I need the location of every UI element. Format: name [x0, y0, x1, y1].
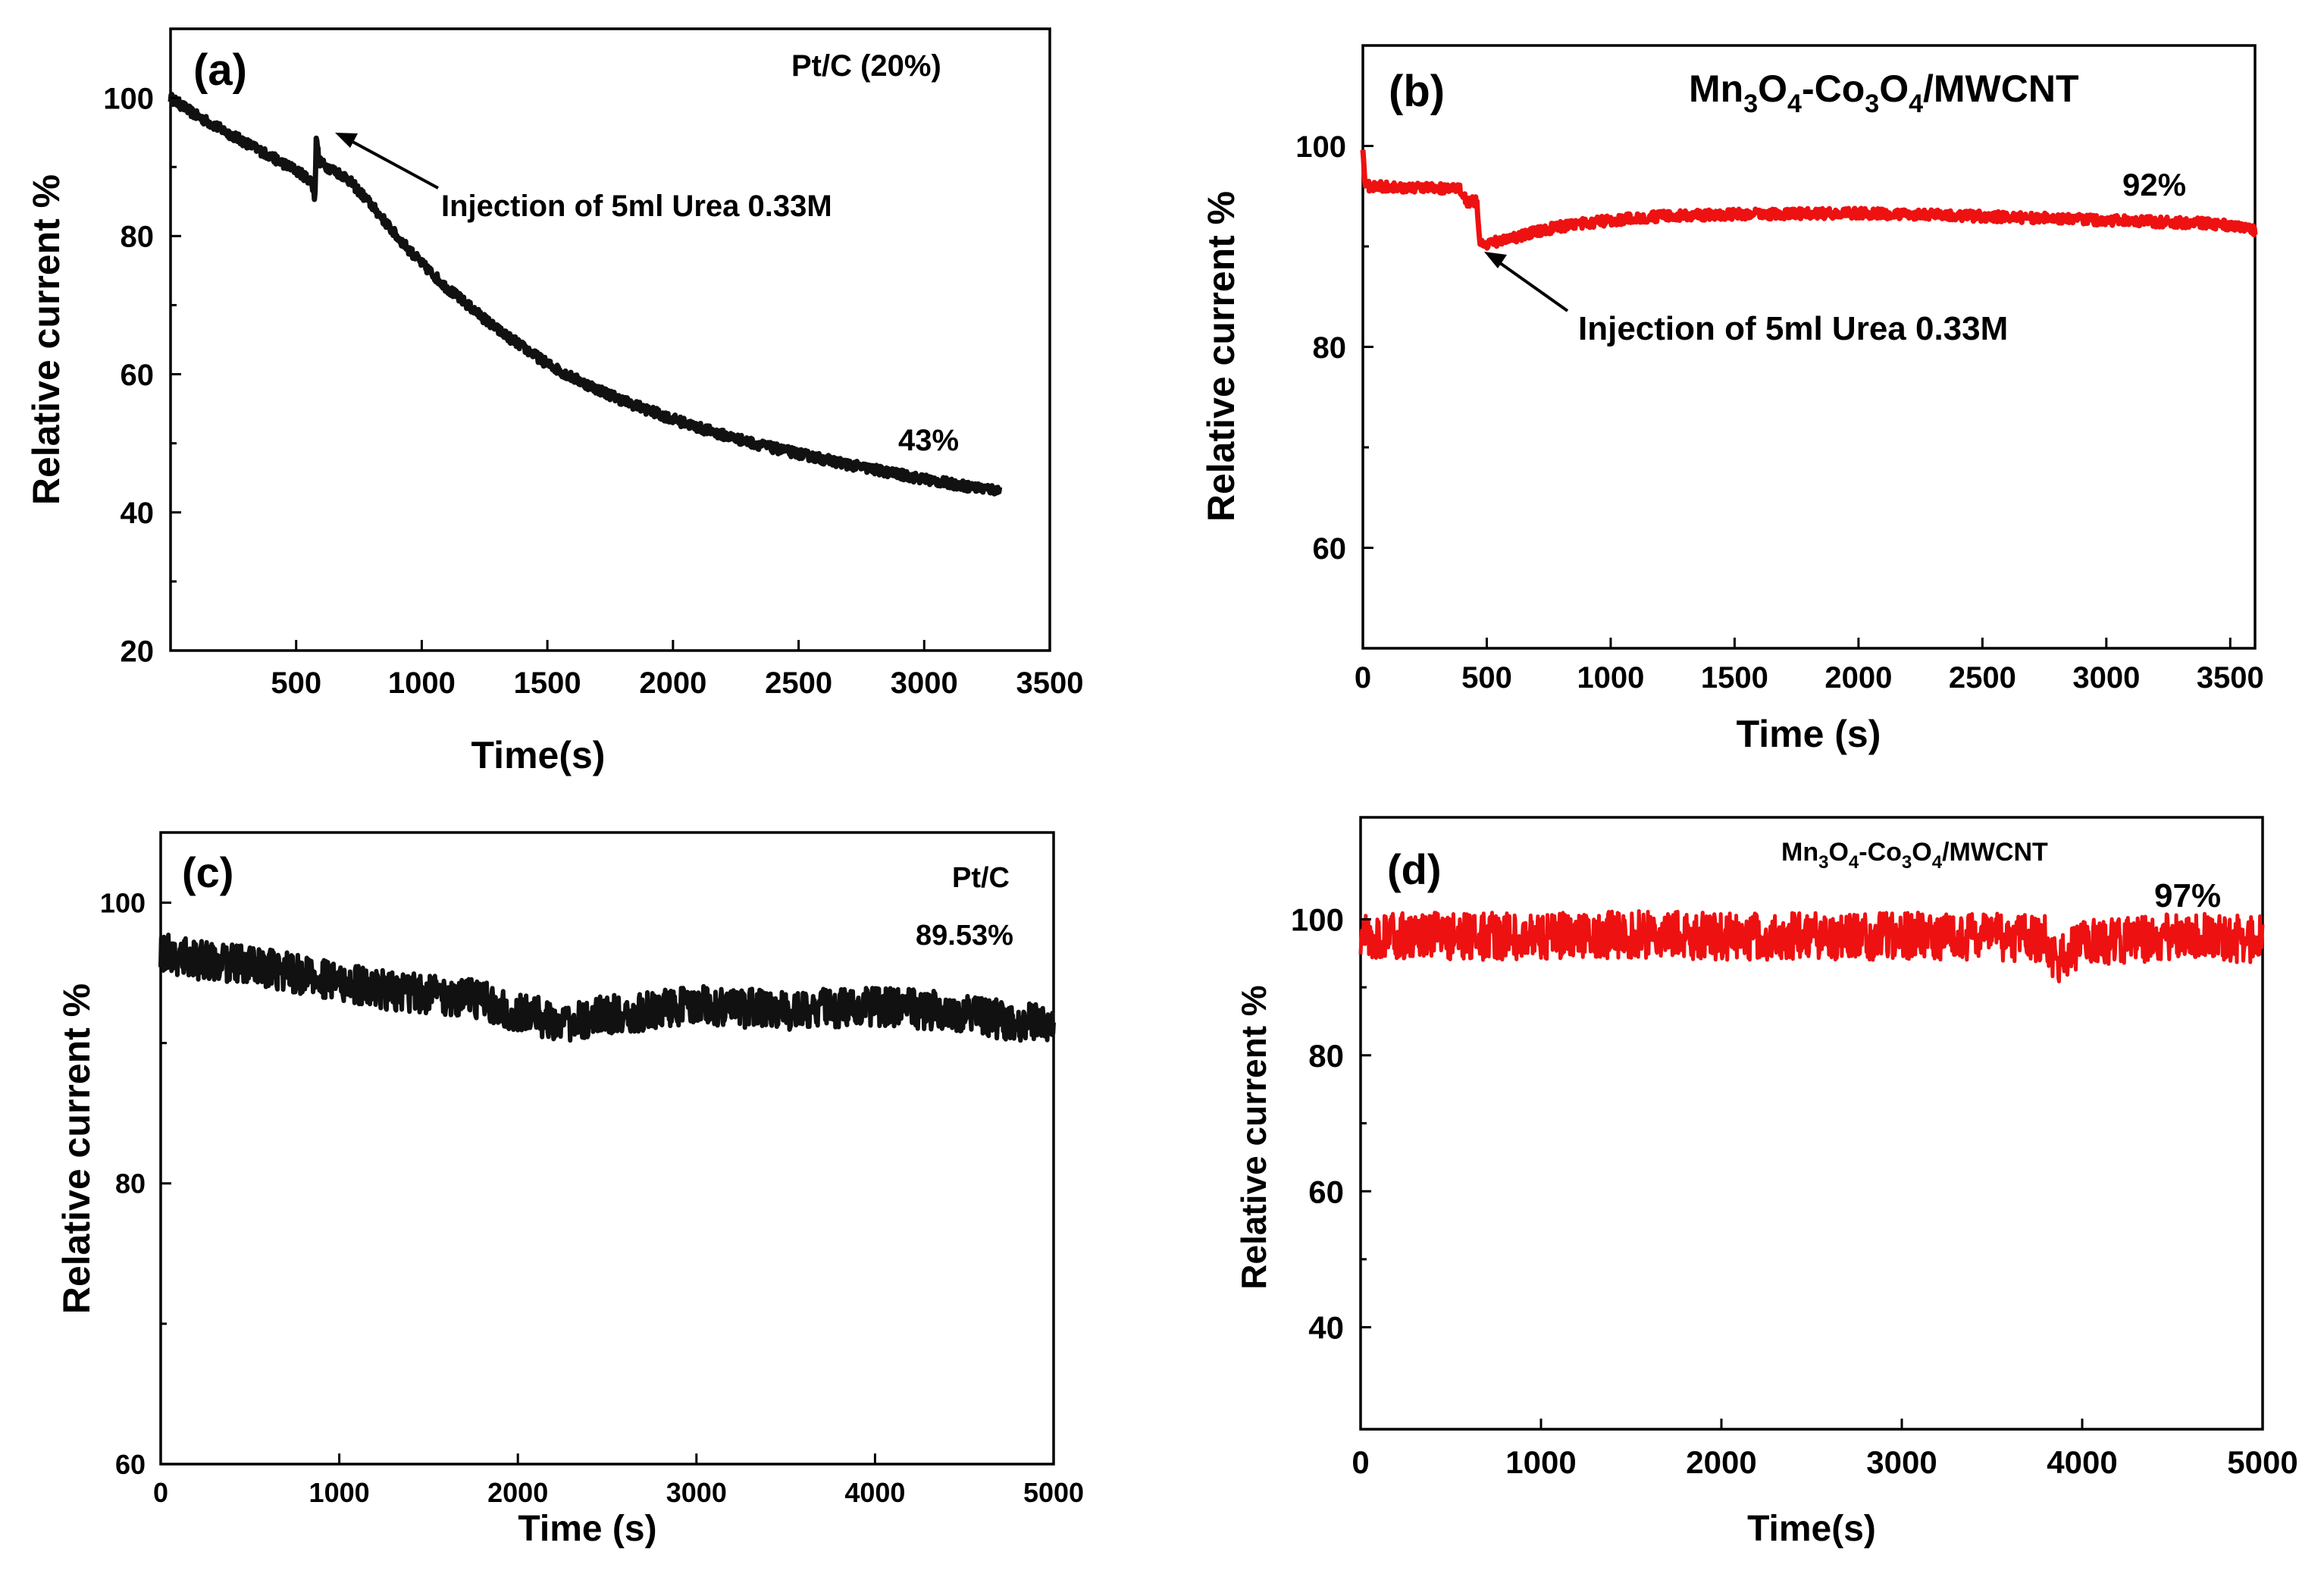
panel-a-xtick-label: 3000 [891, 666, 958, 700]
panel-c-xtick-label: 3000 [666, 1477, 727, 1508]
panel-d-xtick-label: 0 [1351, 1444, 1369, 1480]
panel-c-ytick-label: 100 [100, 888, 146, 919]
panel-c-xtick-label: 4000 [844, 1477, 905, 1508]
panel-a-xtick-label: 2000 [639, 666, 706, 700]
panel-a-xtick-label: 2500 [765, 666, 832, 700]
panel-b-ytick-label: 100 [1295, 130, 1346, 164]
panel-c-title: Pt/C [952, 862, 1010, 894]
panel-a-ytick-label: 20 [121, 635, 155, 668]
panel-b-xtick-label: 500 [1461, 661, 1512, 695]
panel-c-xtick-label: 2000 [487, 1477, 548, 1508]
panel-a-xtick-label: 1500 [514, 666, 581, 700]
panel-c-xlabel: Time (s) [518, 1509, 656, 1549]
panel-a-ylabel: Relative current % [25, 174, 67, 505]
panel-c: 0 1000 2000 3000 4000 5000 60 80 100 (c) Pt/C 89… [55, 831, 1084, 1549]
panel-d-ylabel: Relative current % [1234, 985, 1273, 1289]
panel-b-arrow [1484, 252, 1569, 312]
panel-d-frame [1359, 816, 2264, 1431]
panel-d-ytick-label: 80 [1308, 1038, 1344, 1074]
panel-b-xtick-label: 1000 [1577, 661, 1644, 695]
panel-d-ytick-label: 100 [1291, 902, 1344, 938]
panel-c-ylabel: Relative current % [55, 983, 98, 1314]
panel-d-final-value: 97% [2154, 877, 2221, 914]
panel-a-frame [169, 27, 1051, 652]
panel-a-ytick-label: 100 [103, 83, 154, 116]
panel-a-arrow [335, 133, 439, 190]
panel-b-ytick-label: 60 [1313, 532, 1347, 566]
panel-b-series-line [1360, 149, 2258, 251]
panel-b-label: (b) [1389, 67, 1445, 116]
panel-a-ticks: 500 1000 1500 2000 2500 3000 3500 20 40 60 80 100 [103, 83, 1083, 700]
panel-d: 0 1000 2000 3000 4000 5000 40 60 80 100 (d) Mn3O4… [1234, 816, 2298, 1549]
panel-b-title: Mn3O4-Co3O4/MWCNT [1689, 67, 2079, 118]
panel-d-ytick-label: 60 [1308, 1174, 1344, 1209]
panel-d-xtick-label: 2000 [1686, 1444, 1756, 1480]
panel-d-xtick-label: 3000 [1866, 1444, 1937, 1480]
panel-b-xtick-label: 3000 [2072, 661, 2140, 695]
panel-b-xlabel: Time (s) [1737, 713, 1881, 755]
panel-d-xlabel: Time(s) [1747, 1509, 1876, 1549]
panel-d-label: (d) [1387, 845, 1442, 893]
panel-d-xtick-label: 5000 [2227, 1444, 2297, 1480]
panel-b-xtick-label: 1500 [1701, 661, 1768, 695]
panel-c-ytick-label: 80 [115, 1168, 146, 1199]
panel-a-ytick-label: 60 [121, 359, 155, 392]
panel-a-final-value: 43% [898, 424, 959, 457]
panel-b-ticks: 0 500 1000 1500 2000 2500 3000 3500 60 80 100 [1295, 130, 2264, 695]
panel-a-ytick-label: 80 [121, 221, 155, 254]
panel-b-ytick-label: 80 [1313, 331, 1347, 365]
panel-c-frame [159, 831, 1055, 1466]
panel-b-xtick-label: 0 [1355, 661, 1371, 695]
panel-a-title: Pt/C (20%) [791, 49, 941, 83]
panel-c-xtick-label: 5000 [1023, 1477, 1084, 1508]
panel-d-xtick-label: 1000 [1505, 1444, 1576, 1480]
panel-d-series-line [1358, 909, 2265, 983]
panel-a-xtick-label: 3500 [1016, 666, 1084, 700]
panel-a-ytick-label: 40 [121, 497, 155, 530]
panel-c-final-value: 89.53% [916, 920, 1013, 952]
panel-b-xtick-label: 2000 [1824, 661, 1892, 695]
panel-a-series-line [168, 92, 1003, 497]
panel-a-label: (a) [193, 45, 247, 95]
panel-c-ytick-label: 60 [115, 1449, 146, 1480]
panel-a: 500 1000 1500 2000 2500 3000 3500 20 40 60 80 100 (… [25, 27, 1083, 776]
panel-a-xlabel: Time(s) [471, 734, 606, 776]
panel-d-xtick-label: 4000 [2047, 1444, 2117, 1480]
panel-c-xtick-label: 1000 [309, 1477, 370, 1508]
panel-b-ylabel: Relative current % [1200, 191, 1242, 522]
panel-c-series-line [158, 933, 1056, 1043]
panel-d-ytick-label: 40 [1308, 1310, 1344, 1346]
panel-d-title: Mn3O4-Co3O4/MWCNT [1781, 838, 2048, 873]
panel-d-ticks: 0 1000 2000 3000 4000 5000 40 60 80 100 [1291, 902, 2298, 1480]
panel-a-injection-annotation: Injection of 5ml Urea 0.33M [441, 190, 832, 223]
panel-b-xtick-label: 2500 [1949, 661, 2016, 695]
panel-a-xtick-label: 500 [271, 666, 321, 700]
panel-a-xtick-label: 1000 [388, 666, 456, 700]
panel-b-xtick-label: 3500 [2197, 661, 2264, 695]
panel-b-injection-annotation: Injection of 5ml Urea 0.33M [1578, 310, 2008, 347]
panel-c-label: (c) [182, 848, 233, 896]
panel-c-xtick-label: 0 [153, 1477, 168, 1508]
panel-c-ticks: 0 1000 2000 3000 4000 5000 60 80 100 [100, 888, 1084, 1508]
panel-b-final-value: 92% [2122, 167, 2186, 202]
